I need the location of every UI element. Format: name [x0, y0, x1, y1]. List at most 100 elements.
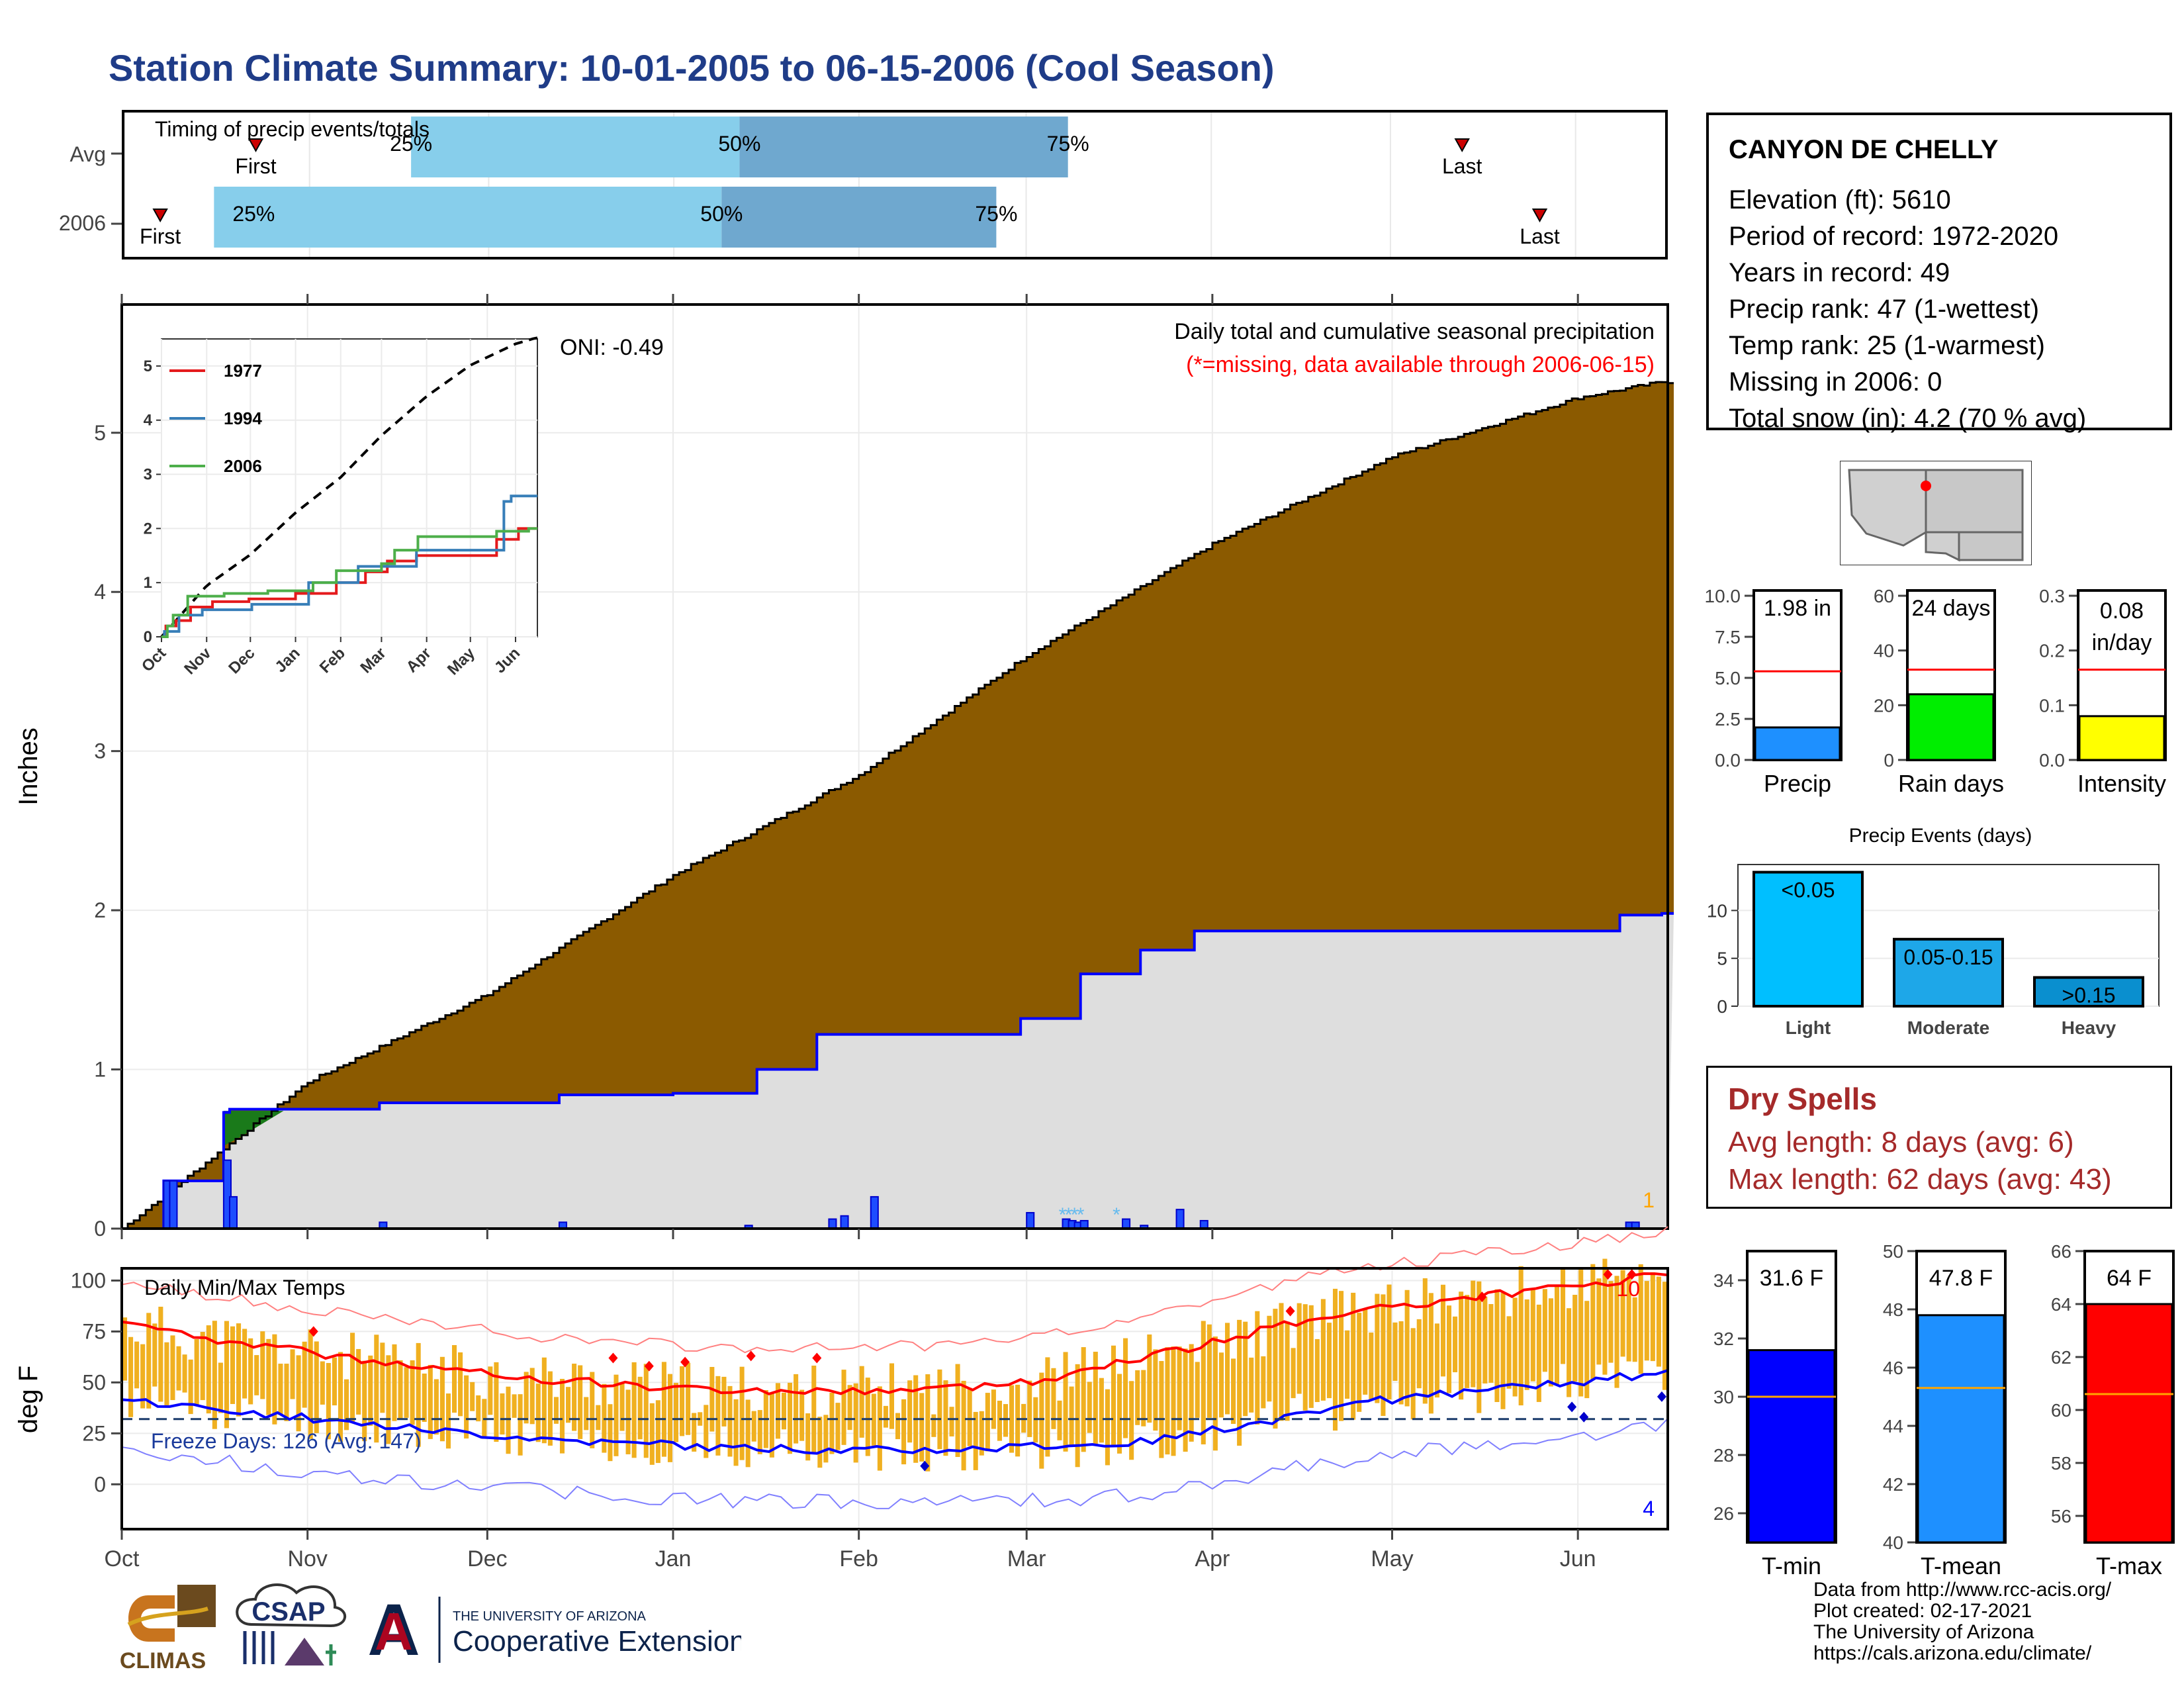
daily-temp-bar [272, 1335, 277, 1425]
daily-temp-bar [931, 1415, 936, 1437]
daily-precip-bar [1122, 1219, 1130, 1229]
inset-legend-label: 1994 [224, 408, 262, 428]
daily-temp-bar [1081, 1347, 1086, 1452]
inset-x-tick-label: Oct [138, 644, 169, 675]
daily-temp-bar [1608, 1281, 1613, 1362]
daily-temp-bar [1369, 1333, 1373, 1399]
daily-temp-bar [134, 1342, 139, 1389]
precip-y-tick-label: 1 [94, 1058, 106, 1082]
daily-temp-bar [1129, 1381, 1134, 1460]
daily-temp-bar [242, 1329, 247, 1398]
daily-temp-bar [1561, 1268, 1565, 1364]
daily-precip-bar [829, 1219, 836, 1229]
daily-temp-bar [1117, 1374, 1122, 1454]
daily-temp-bar [1333, 1289, 1338, 1430]
daily-temp-bar [236, 1323, 241, 1417]
daily-temp-bar [1321, 1299, 1326, 1400]
daily-temp-bar [452, 1345, 457, 1413]
daily-temp-bar [590, 1372, 594, 1448]
daily-temp-bar [817, 1417, 822, 1468]
daily-temp-bar [434, 1379, 439, 1434]
daily-temp-bar [278, 1364, 283, 1415]
daily-temp-bar [1633, 1297, 1637, 1362]
inset-legend-label: 1977 [224, 361, 262, 381]
daily-temp-bar [1417, 1319, 1422, 1388]
daily-temp-bar [1177, 1346, 1182, 1430]
daily-temp-bar [1393, 1323, 1398, 1381]
station-years: Years in record: 49 [1729, 258, 1950, 288]
daily-temp-bar [578, 1365, 582, 1438]
daily-temp-bar [152, 1323, 157, 1386]
oni-label: ONI: -0.49 [560, 335, 664, 360]
daily-temp-bar [1465, 1295, 1469, 1388]
daily-temp-bar [128, 1337, 133, 1417]
credit-source: Data from http://www.rcc-acis.org/ [1813, 1579, 2111, 1601]
daily-temp-bar [1513, 1297, 1518, 1396]
timing-row-label-avg: Avg [69, 142, 106, 166]
daily-temp-bar [476, 1395, 480, 1421]
daily-temp-bar [1141, 1370, 1146, 1427]
daily-temp-bar [829, 1393, 834, 1454]
daily-temp-bar [158, 1307, 163, 1401]
daily-temp-bar [428, 1365, 433, 1439]
daily-temp-bar [1135, 1370, 1140, 1425]
daily-temp-bar [1531, 1289, 1535, 1382]
daily-temp-bar [1093, 1352, 1098, 1444]
month-label: Jun [1560, 1546, 1596, 1571]
daily-temp-bar [212, 1321, 217, 1429]
inset-y-tick-label: 4 [144, 412, 153, 430]
daily-temp-bar [1285, 1321, 1290, 1421]
daily-temp-bar [608, 1404, 612, 1461]
inset-y-tick-label: 2 [144, 520, 152, 538]
daily-temp-bar [368, 1356, 373, 1426]
daily-temp-bar [974, 1412, 978, 1470]
daily-temp-bar [1027, 1381, 1032, 1437]
daily-temp-bar [1596, 1278, 1601, 1364]
daily-precip-bar [1177, 1209, 1184, 1229]
daily-temp-bar [1201, 1321, 1206, 1444]
station-elevation: Elevation (ft): 5610 [1729, 185, 1951, 215]
daily-temp-bar [536, 1383, 541, 1442]
daily-temp-bar [1423, 1278, 1428, 1403]
daily-temp-bar [1297, 1303, 1302, 1394]
daily-temp-bar [1357, 1313, 1361, 1412]
daily-temp-bar [949, 1407, 954, 1436]
precip-corner-count: 1 [1643, 1188, 1655, 1212]
daily-temp-bar [218, 1363, 223, 1413]
daily-temp-bar [860, 1366, 864, 1438]
daily-temp-bar [201, 1332, 205, 1400]
inset-x-tick-label: Jan [271, 644, 303, 676]
daily-temp-bar [1435, 1323, 1439, 1397]
inset-legend-label: 2006 [224, 456, 262, 476]
daily-temp-bar [1399, 1321, 1404, 1405]
daily-temp-bar [392, 1344, 396, 1421]
daily-temp-bar [1225, 1323, 1230, 1414]
daily-temp-bar [1171, 1346, 1175, 1456]
precip-y-tick-label: 4 [94, 580, 106, 604]
station-name: CANYON DE CHELLY [1729, 135, 1998, 165]
locator-map [1840, 461, 2032, 565]
daily-temp-bar [254, 1355, 259, 1395]
daily-temp-bar [1453, 1317, 1457, 1372]
daily-temp-bar [626, 1389, 631, 1454]
daily-temp-bar [1578, 1270, 1583, 1397]
daily-temp-bar [183, 1354, 187, 1392]
daily-temp-bar [782, 1393, 786, 1429]
daily-temp-bar [1543, 1289, 1547, 1372]
daily-temp-bar [901, 1399, 906, 1464]
station-temp-rank: Temp rank: 25 (1-warmest) [1729, 331, 2045, 361]
daily-temp-bar [866, 1378, 870, 1456]
daily-temp-bar [656, 1400, 660, 1463]
daily-temp-bar [991, 1389, 996, 1429]
daily-temp-bar [1075, 1364, 1080, 1467]
daily-temp-bar [889, 1364, 894, 1429]
daily-temp-bar [164, 1342, 169, 1405]
daily-temp-bar [1657, 1276, 1661, 1366]
dry-spells-avg: Avg length: 8 days (avg: 6) [1728, 1126, 2074, 1159]
daily-temp-bar [410, 1360, 415, 1425]
daily-temp-bar [1064, 1352, 1068, 1451]
daily-temp-bar [1375, 1294, 1379, 1403]
inset-x-tick-label: Mar [357, 644, 389, 677]
inset-x-tick-label: Dec [225, 644, 258, 677]
daily-temp-bar [512, 1394, 517, 1418]
